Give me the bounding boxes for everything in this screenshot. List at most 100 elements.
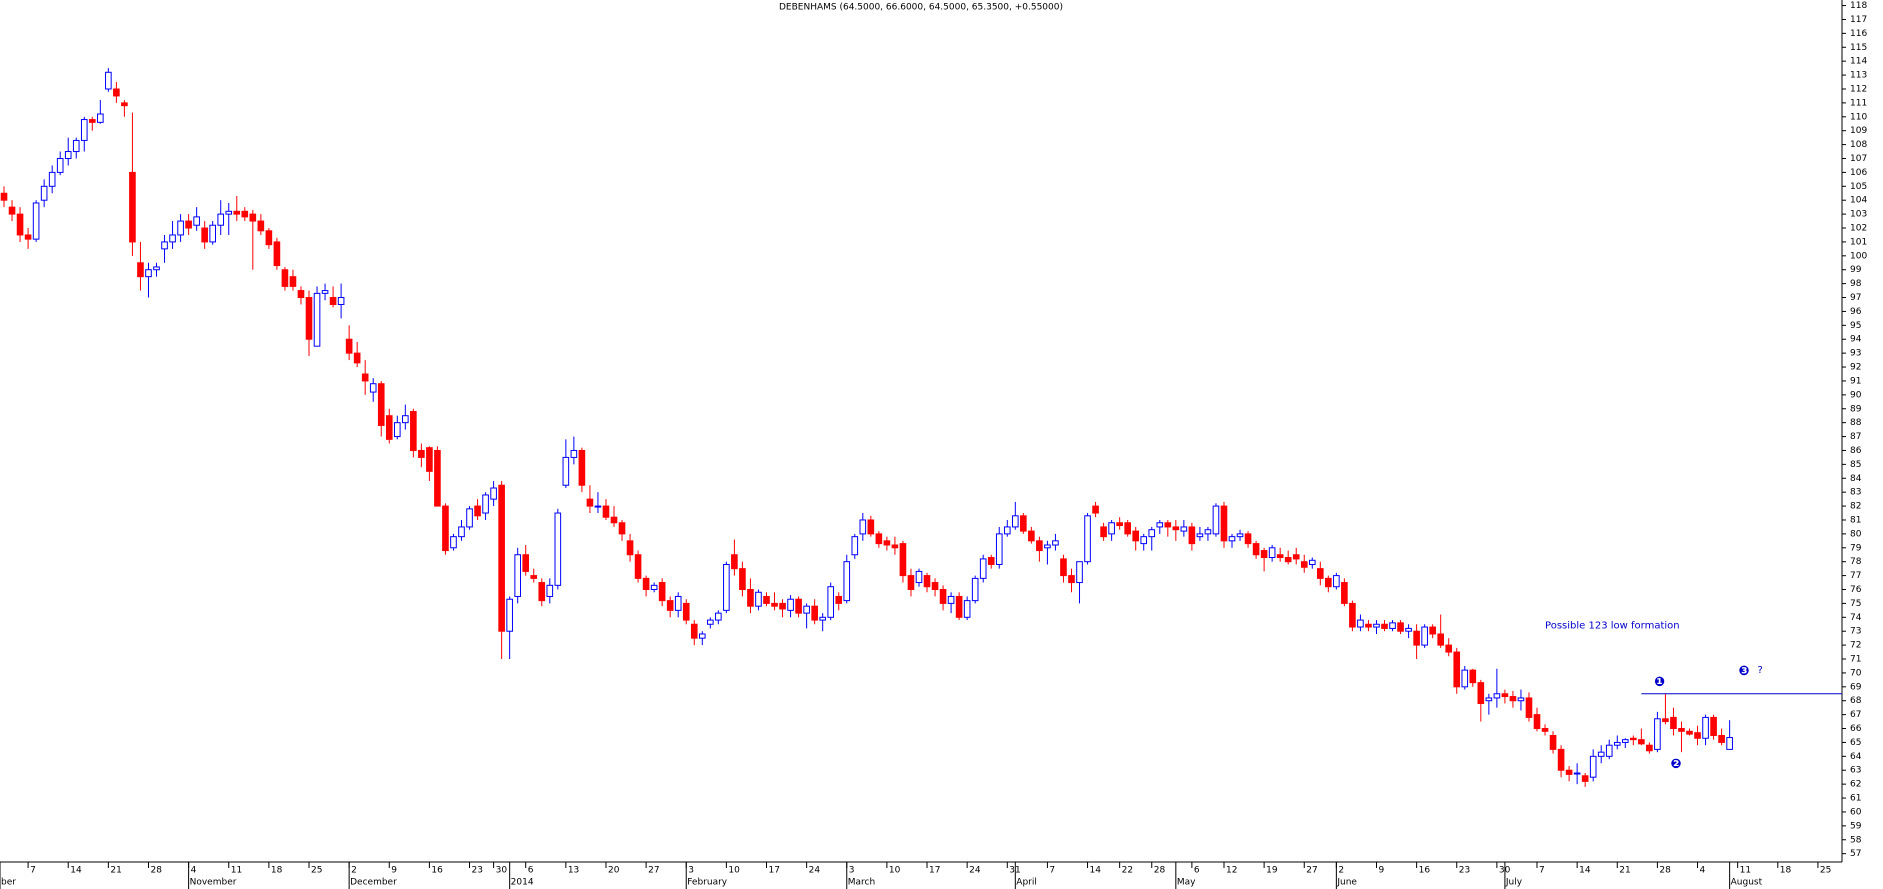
y-tick-label: 113 <box>1850 71 1867 81</box>
candle-body <box>835 595 843 604</box>
candle-body <box>1597 751 1605 757</box>
candle-body <box>803 605 810 614</box>
annotation: ❸ <box>1739 664 1750 679</box>
x-tick-label: 28 <box>1154 866 1166 876</box>
candle-body <box>1413 630 1420 646</box>
candle-body <box>1469 669 1477 684</box>
candle-body <box>1244 533 1252 545</box>
candle-body <box>24 234 32 240</box>
y-tick-label: 90 <box>1850 390 1862 400</box>
month-label: December <box>350 878 397 888</box>
candle-body <box>329 297 337 305</box>
candle-body <box>1525 697 1533 718</box>
candle-body <box>707 619 714 625</box>
y-tick-label: 97 <box>1850 293 1861 303</box>
x-tick-label: 11 <box>1740 866 1751 876</box>
candle-body <box>987 557 995 565</box>
y-tick-label: 77 <box>1850 571 1861 581</box>
candle-body <box>1397 622 1404 632</box>
candle-body <box>466 508 473 528</box>
candle-body <box>1365 623 1372 628</box>
x-tick-label: 28 <box>150 866 162 876</box>
candle-body <box>514 554 521 597</box>
candle-body <box>1662 718 1669 723</box>
candle-body <box>121 102 128 107</box>
candle-body <box>474 505 481 517</box>
annotation: Possible 123 low formation <box>1545 621 1680 632</box>
candle-body <box>715 612 722 621</box>
y-tick-label: 96 <box>1850 307 1862 317</box>
candle-body <box>666 600 674 611</box>
candle-body <box>610 516 618 524</box>
y-tick-label: 99 <box>1850 265 1862 275</box>
candle-body <box>1613 741 1621 746</box>
candle-body <box>458 526 465 538</box>
y-tick-label: 109 <box>1850 126 1867 136</box>
candle-body <box>1333 575 1340 588</box>
y-tick-label: 108 <box>1850 140 1867 150</box>
candle-body <box>739 568 746 590</box>
candle-body <box>763 595 770 604</box>
y-tick-label: 57 <box>1850 849 1861 859</box>
candle-body <box>747 588 754 607</box>
x-tick-label: 6 <box>528 866 534 876</box>
x-tick-label: 4 <box>191 866 197 876</box>
candle-body <box>177 220 184 236</box>
candle-body <box>185 220 192 229</box>
candle-body <box>915 570 923 584</box>
candle-body <box>723 563 730 611</box>
y-tick-label: 106 <box>1850 168 1867 178</box>
candle-body <box>995 533 1003 565</box>
candle-body <box>859 519 867 535</box>
x-tick-label: 27 <box>1306 866 1317 876</box>
candle-body <box>1718 734 1725 743</box>
annotation: ? <box>1757 665 1762 676</box>
candle-body <box>1461 669 1469 688</box>
candle-body <box>1116 522 1123 527</box>
candle-body <box>1220 505 1228 542</box>
month-label: April <box>1016 878 1037 888</box>
candle-body <box>1276 554 1284 559</box>
candle-body <box>1437 633 1445 646</box>
candle-body <box>0 192 8 201</box>
candle-body <box>1260 550 1268 559</box>
candle-body <box>1702 716 1709 739</box>
candle-body <box>498 484 505 632</box>
candle-body <box>385 415 393 440</box>
candle-body <box>1646 744 1653 752</box>
annotation: ❷ <box>1670 757 1681 772</box>
x-tick-label: 4 <box>1700 866 1706 876</box>
candle-body <box>923 575 931 588</box>
candle-body <box>1493 693 1501 699</box>
y-tick-label: 86 <box>1850 446 1862 456</box>
candle-body <box>1300 561 1308 568</box>
y-tick-label: 83 <box>1850 488 1861 498</box>
candle-body <box>1252 543 1260 556</box>
candle-body <box>426 447 433 472</box>
month-label: August <box>1731 878 1763 888</box>
candle-body <box>578 449 586 486</box>
candle-body <box>1044 544 1051 549</box>
x-tick-label: 23 <box>1459 866 1470 876</box>
y-tick-label: 67 <box>1850 710 1861 720</box>
x-tick-label: 3 <box>849 866 855 876</box>
chart-title: DEBENHAMS (64.5000, 66.6000, 64.5000, 65… <box>779 3 1063 13</box>
candle-body <box>570 449 578 458</box>
candle-body <box>1453 651 1461 688</box>
y-tick-label: 84 <box>1850 474 1862 484</box>
y-tick-label: 65 <box>1850 738 1861 748</box>
candle-body <box>161 241 168 250</box>
y-tick-label: 71 <box>1850 655 1861 665</box>
candle-body <box>1284 557 1292 563</box>
x-tick-label: 16 <box>1419 866 1431 876</box>
candle-body <box>1670 716 1677 730</box>
candle-body <box>1726 737 1733 750</box>
candle-body <box>1517 697 1525 702</box>
candle-body <box>546 584 554 597</box>
candle-body <box>434 449 441 507</box>
candle-body <box>1405 627 1412 632</box>
candle-body <box>963 600 971 618</box>
x-tick-label: 19 <box>1266 866 1278 876</box>
candle-body <box>779 602 786 610</box>
